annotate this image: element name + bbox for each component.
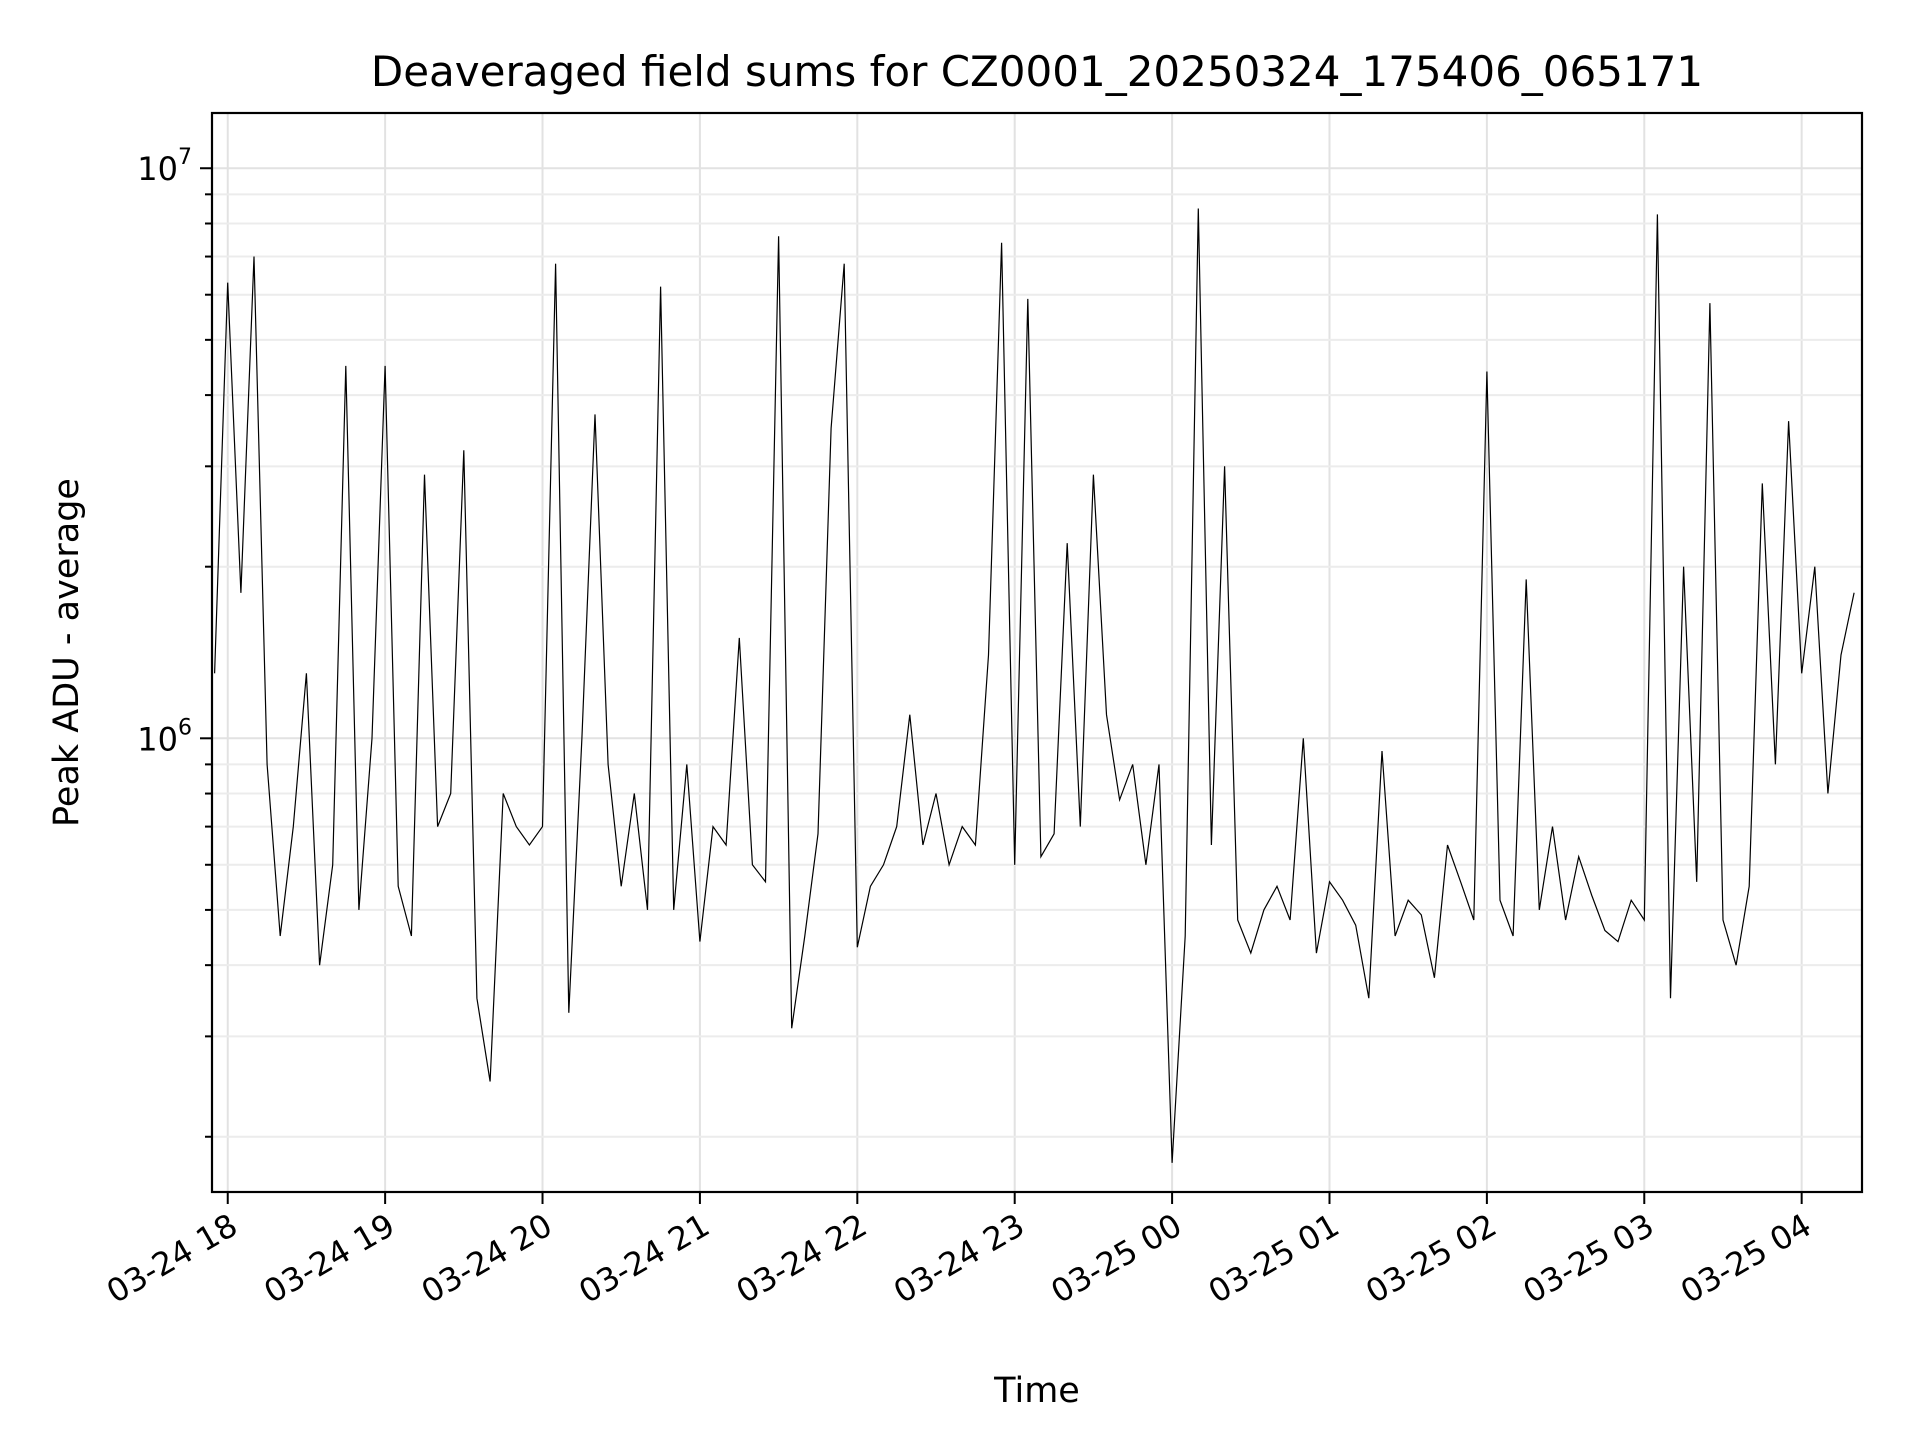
x-tick-label-10: 03-25 04	[1674, 1206, 1818, 1311]
x-tick-label-5: 03-24 23	[887, 1206, 1031, 1311]
y-tick-label-0: 106	[137, 715, 192, 758]
y-tick-label-1: 107	[137, 145, 192, 188]
series-layer	[214, 208, 1855, 1163]
grid	[212, 113, 1862, 1192]
x-tick-label-2: 03-24 20	[415, 1206, 559, 1311]
x-tick-label-7: 03-25 01	[1202, 1206, 1346, 1311]
x-axis-label: Time	[993, 1371, 1080, 1411]
y-axis: 106 107	[137, 145, 212, 1138]
x-tick-label-1: 03-24 19	[258, 1206, 402, 1311]
y-axis-label: Peak ADU - average	[47, 478, 87, 827]
x-axis: 03-24 18 03-24 19 03-24 20 03-24 21 03-24 22…	[100, 1192, 1818, 1311]
x-tick-label-6: 03-25 00	[1044, 1206, 1188, 1311]
plot-frame	[210, 111, 1864, 1194]
x-tick-label-4: 03-24 22	[730, 1206, 874, 1311]
x-tick-label-0: 03-24 18	[100, 1206, 244, 1311]
chart-title: Deaveraged field sums for CZ0001_2025032…	[371, 47, 1703, 96]
x-tick-label-9: 03-25 03	[1517, 1206, 1661, 1311]
x-tick-label-3: 03-24 21	[572, 1206, 716, 1311]
x-tick-label-8: 03-25 02	[1359, 1206, 1503, 1311]
series-line-0	[214, 208, 1855, 1163]
